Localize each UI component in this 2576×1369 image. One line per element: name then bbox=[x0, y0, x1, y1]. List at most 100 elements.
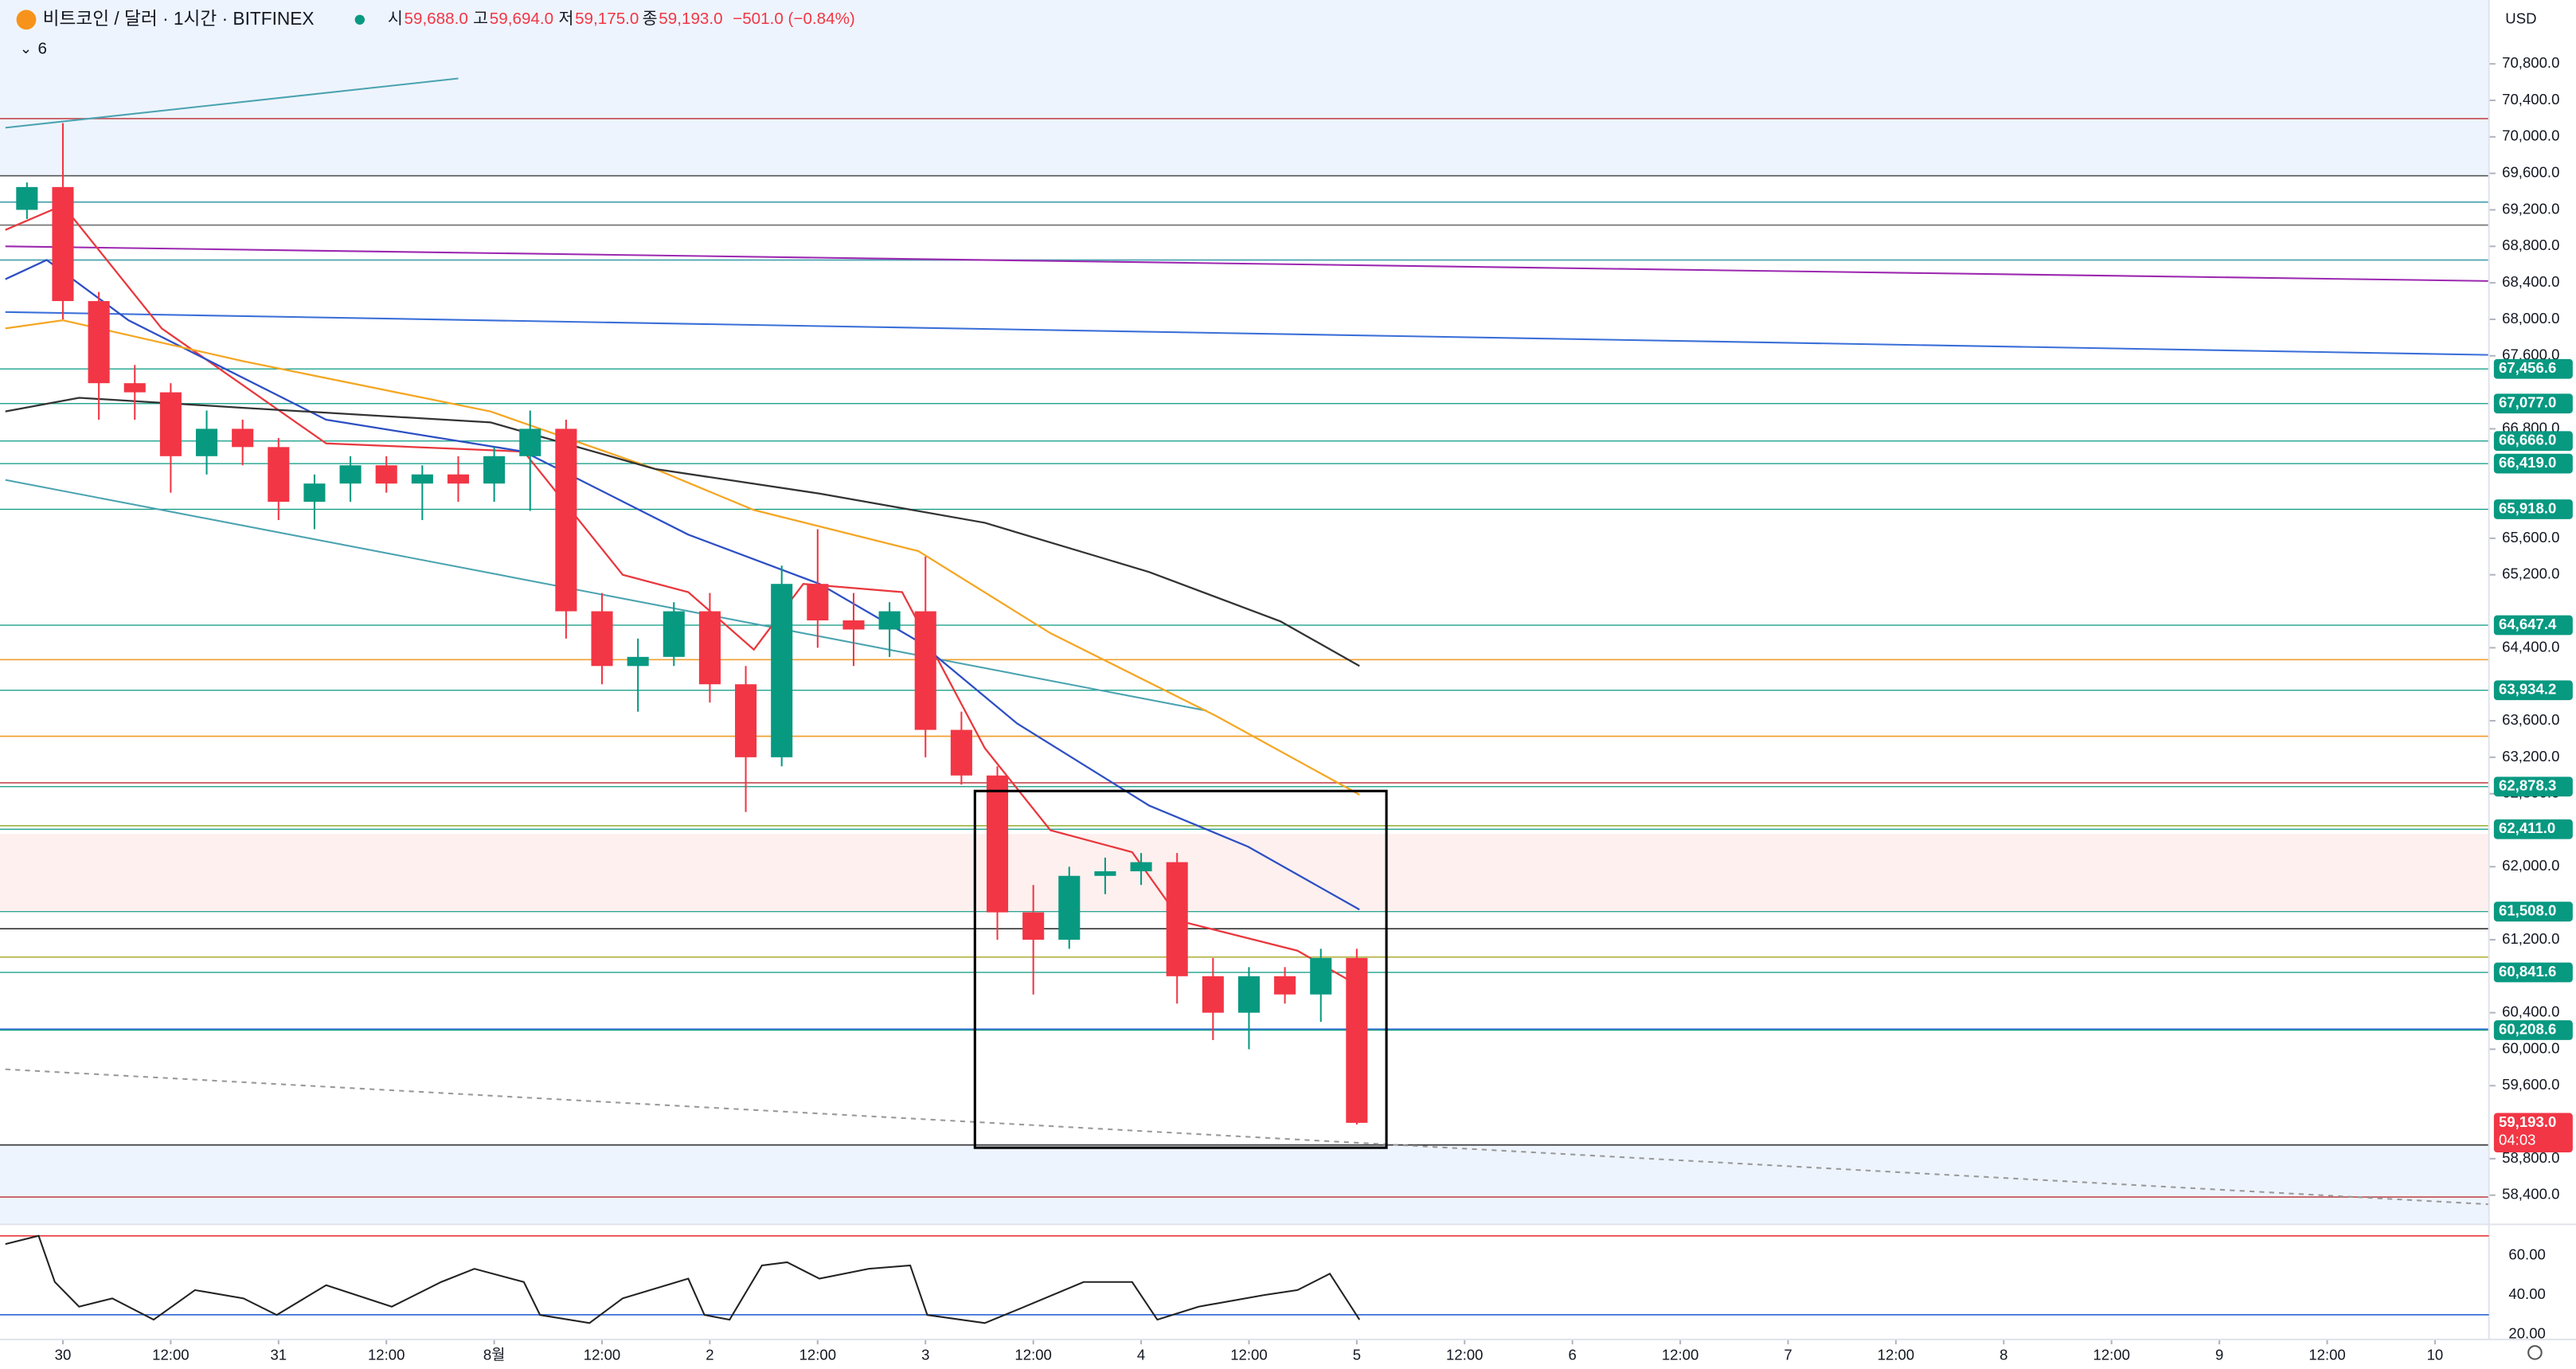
x-tick-label: 8월 bbox=[483, 1346, 505, 1363]
indicator-count[interactable]: 6 bbox=[37, 39, 46, 57]
ohlc-value: 59,688.0 bbox=[405, 10, 468, 28]
candle-body bbox=[771, 584, 793, 757]
candle-body bbox=[663, 611, 685, 657]
candle-body bbox=[914, 611, 936, 730]
x-tick-label: 30 bbox=[55, 1346, 72, 1363]
y-tick-label: 61,200.0 bbox=[2502, 930, 2559, 947]
rsi-tick-label: 20.00 bbox=[2508, 1325, 2545, 1342]
price-tag-label: 62,878.3 bbox=[2499, 777, 2556, 794]
ohlc-label: 저 bbox=[558, 10, 573, 28]
ohlc-value: 59,175.0 bbox=[575, 10, 639, 28]
rsi-tick-label: 40.00 bbox=[2508, 1285, 2545, 1302]
y-tick-label: 70,800.0 bbox=[2502, 54, 2559, 71]
price-tag bbox=[2493, 615, 2573, 636]
candle-body bbox=[1237, 976, 1261, 1013]
y-tick-label: 62,000.0 bbox=[2502, 857, 2559, 874]
candle-body bbox=[447, 474, 470, 484]
y-tick-label: 70,000.0 bbox=[2502, 127, 2559, 144]
trend-line bbox=[5, 311, 2489, 356]
candle-body bbox=[16, 186, 38, 210]
candle-body bbox=[698, 611, 721, 685]
indicator-toggle[interactable]: ⌄ bbox=[20, 40, 33, 57]
x-tick-label: 12:00 bbox=[152, 1346, 189, 1363]
x-tick-label: 9 bbox=[2215, 1346, 2223, 1363]
moving-average bbox=[5, 319, 1360, 796]
x-tick-label: 31 bbox=[270, 1346, 287, 1363]
y-tick-label: 65,600.0 bbox=[2502, 529, 2559, 546]
y-tick-label: 63,200.0 bbox=[2502, 748, 2559, 765]
rectangle-drawing bbox=[973, 789, 1388, 1149]
x-tick-label: 12:00 bbox=[1878, 1346, 1914, 1363]
y-tick-label: 60,000.0 bbox=[2502, 1039, 2559, 1056]
price-tag bbox=[2493, 431, 2573, 452]
ohlc-value: 59,193.0 bbox=[659, 10, 722, 28]
currency[interactable]: USD bbox=[2505, 10, 2536, 27]
candle-body bbox=[1130, 862, 1152, 872]
symbol[interactable]: 비트코인 / 달러 · 1시간 · BITFINEX bbox=[43, 8, 315, 29]
price-tag bbox=[2493, 499, 2573, 519]
candle-body bbox=[339, 465, 362, 484]
candle-body bbox=[807, 584, 829, 621]
rsi-tick-label: 60.00 bbox=[2508, 1246, 2545, 1262]
countdown: 04:03 bbox=[2499, 1131, 2535, 1148]
price-tag-label: 65,918.0 bbox=[2499, 499, 2556, 516]
last-price-label: 59,193.0 bbox=[2499, 1113, 2556, 1130]
y-tick-label: 68,000.0 bbox=[2502, 310, 2559, 327]
y-tick-label: 67,600.0 bbox=[2502, 346, 2559, 363]
y-tick-label: 59,600.0 bbox=[2502, 1076, 2559, 1093]
x-tick-label: 12:00 bbox=[368, 1346, 405, 1363]
x-tick-label: 12:00 bbox=[1662, 1346, 1698, 1363]
price-tag-label: 67,456.6 bbox=[2499, 359, 2556, 376]
status-dot bbox=[354, 14, 365, 25]
x-tick-label: 7 bbox=[1784, 1346, 1792, 1363]
y-tick-label: 69,600.0 bbox=[2502, 164, 2559, 181]
candle-body bbox=[1274, 976, 1296, 995]
y-tick-label: 65,200.0 bbox=[2502, 565, 2559, 582]
x-tick-label: 4 bbox=[1137, 1346, 1145, 1363]
rsi-line bbox=[5, 1234, 1361, 1324]
candle-body bbox=[591, 611, 613, 667]
x-tick-label: 8 bbox=[1999, 1346, 2007, 1363]
trend-line bbox=[5, 245, 2489, 282]
price-tag bbox=[2493, 680, 2573, 701]
x-tick-label: 12:00 bbox=[1446, 1346, 1483, 1363]
candle-body bbox=[411, 474, 433, 484]
candle-body bbox=[555, 428, 577, 612]
candle-body bbox=[195, 428, 218, 456]
price-band bbox=[0, 0, 2489, 176]
candle-body bbox=[986, 775, 1009, 913]
candle-body bbox=[1094, 871, 1116, 876]
trend-line bbox=[5, 77, 459, 129]
candle-body bbox=[1022, 912, 1045, 940]
x-tick-label: 10 bbox=[2427, 1346, 2444, 1363]
candle-body bbox=[268, 447, 290, 503]
y-tick-label: 70,400.0 bbox=[2502, 91, 2559, 108]
candle-body bbox=[1166, 862, 1188, 976]
price-tag bbox=[2493, 902, 2573, 922]
last-price-tag bbox=[2493, 1113, 2573, 1153]
price-band bbox=[0, 1144, 2489, 1225]
candle-body bbox=[232, 428, 254, 448]
price-tag bbox=[2493, 358, 2573, 379]
y-tick-label: 58,400.0 bbox=[2502, 1186, 2559, 1203]
price-tag-label: 61,508.0 bbox=[2499, 902, 2556, 919]
x-tick-label: 3 bbox=[921, 1346, 929, 1363]
price-tag bbox=[2493, 1020, 2573, 1040]
ohlc-label: 시 bbox=[388, 10, 403, 28]
candle-body bbox=[627, 656, 649, 667]
price-tag-label: 63,934.2 bbox=[2499, 681, 2556, 698]
ohlc-label: 고 bbox=[473, 10, 488, 28]
candle-body bbox=[88, 301, 110, 384]
candle-body bbox=[375, 465, 397, 484]
price-tag-label: 62,411.0 bbox=[2499, 819, 2555, 836]
price-tag-label: 66,419.0 bbox=[2499, 454, 2556, 471]
candle-body bbox=[52, 186, 74, 302]
price-tag-label: 60,841.6 bbox=[2499, 963, 2556, 980]
candle-body bbox=[1058, 875, 1081, 940]
settings-icon[interactable] bbox=[2527, 1345, 2543, 1360]
price-tag-label: 67,077.0 bbox=[2499, 394, 2556, 411]
x-tick-label: 12:00 bbox=[2308, 1346, 2345, 1363]
